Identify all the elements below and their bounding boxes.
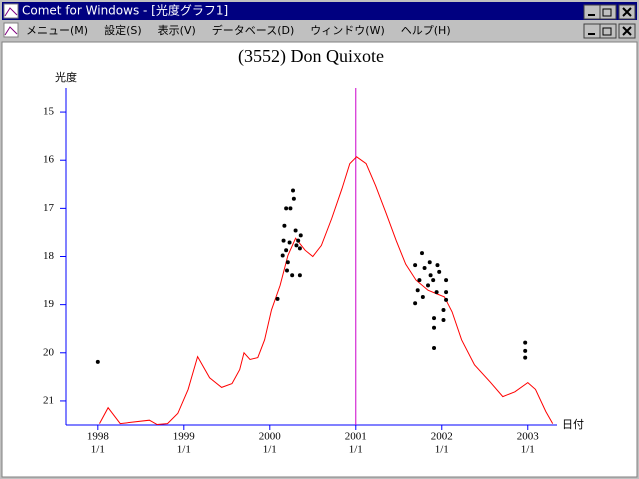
restore-button[interactable] — [599, 4, 617, 20]
observation — [441, 307, 446, 312]
app-icon-glyph — [4, 7, 18, 17]
x-tick-sublabel: 1/1 — [91, 444, 105, 456]
observation — [523, 348, 528, 353]
observation — [285, 260, 290, 265]
observation — [95, 359, 100, 364]
observation — [434, 290, 439, 295]
observation — [280, 253, 285, 258]
observation — [281, 238, 286, 243]
observation — [415, 288, 420, 293]
y-tick-label: 20 — [43, 346, 55, 358]
observation — [444, 278, 449, 283]
observation — [427, 260, 432, 265]
observation — [275, 296, 280, 301]
doc-icon — [3, 22, 19, 38]
observation — [420, 294, 425, 299]
observation — [432, 325, 437, 330]
menu-item[interactable]: データベース(D) — [212, 23, 295, 37]
observation — [435, 263, 440, 268]
y-tick-label: 19 — [43, 298, 55, 310]
x-tick-label: 1998 — [87, 431, 110, 443]
doc-restore-button[interactable] — [599, 23, 617, 39]
x-tick-label: 2002 — [431, 431, 453, 443]
title-bar — [2, 2, 637, 20]
x-tick-label: 2000 — [259, 431, 282, 443]
minimize-button[interactable] — [583, 4, 601, 20]
y-axis-label: 光度 — [55, 70, 77, 84]
observation — [441, 318, 446, 323]
observation — [426, 283, 431, 288]
doc-buttons — [583, 23, 636, 39]
observation — [413, 263, 418, 268]
chart-area — [1, 41, 638, 478]
observation — [431, 278, 436, 283]
menu-item[interactable]: ヘルプ(H) — [401, 24, 451, 37]
title-buttons — [583, 4, 636, 20]
doc-icon-glyph — [4, 26, 18, 36]
observation — [291, 188, 296, 193]
observation — [294, 243, 299, 248]
x-tick-sublabel: 1/1 — [177, 444, 191, 456]
menu-bar — [2, 21, 637, 40]
observation — [523, 340, 528, 345]
observation — [288, 206, 293, 211]
x-tick-sublabel: 1/1 — [349, 444, 363, 456]
observation — [298, 233, 303, 238]
x-tick-sublabel: 1/1 — [521, 444, 535, 456]
y-tick-label: 18 — [43, 250, 55, 262]
observation — [287, 240, 292, 245]
observation — [293, 228, 298, 233]
plot: 1516171819202119981/119991/120001/120011… — [43, 88, 557, 456]
menu-item[interactable]: ウィンドウ(W) — [310, 24, 384, 37]
x-tick-sublabel: 1/1 — [263, 444, 277, 456]
x-axis-label: 日付 — [562, 418, 584, 431]
x-tick-label: 2003 — [517, 431, 540, 443]
observation — [282, 223, 287, 228]
observation — [413, 301, 418, 306]
chart-title: (3552) Don Quixote — [238, 46, 384, 67]
observation — [432, 316, 437, 321]
restore-glyph — [602, 8, 612, 17]
x-tick-label: 1999 — [173, 431, 196, 443]
observation — [422, 266, 427, 271]
observation — [284, 206, 289, 211]
observation — [444, 297, 449, 302]
y-tick-label: 16 — [43, 154, 55, 166]
window-title: Comet for Windows - [光度グラフ1] — [22, 3, 228, 18]
observation — [284, 248, 289, 253]
model-curve — [99, 156, 554, 426]
menu-items: メニュー(M) 設定(S) 表示(V) データベース(D) ウィンドウ(W) ヘルプ(H) — [26, 23, 451, 37]
y-tick-label: 17 — [43, 202, 55, 214]
app-icon — [3, 3, 19, 19]
menu-item[interactable]: 設定(S) — [104, 23, 142, 37]
observation — [437, 269, 442, 274]
x-tick-sublabel: 1/1 — [435, 444, 449, 456]
doc-minimize-button[interactable] — [583, 23, 601, 39]
observation — [428, 273, 433, 278]
close-glyph — [622, 7, 632, 17]
observation — [296, 238, 301, 243]
menu-item[interactable]: メニュー(M) — [26, 24, 88, 37]
observation — [444, 290, 449, 295]
doc-close-glyph — [622, 26, 632, 36]
observation — [417, 278, 422, 283]
menu-item[interactable]: 表示(V) — [158, 23, 196, 37]
observation — [297, 273, 302, 278]
observation — [523, 355, 528, 360]
observation — [419, 251, 424, 256]
observation — [284, 268, 289, 273]
x-tick-label: 2001 — [345, 431, 367, 443]
doc-restore-glyph — [602, 27, 612, 36]
observation — [291, 196, 296, 201]
observation — [297, 246, 302, 251]
observation — [432, 345, 437, 350]
y-tick-label: 15 — [43, 106, 55, 118]
y-tick-label: 21 — [43, 394, 54, 406]
observation — [290, 273, 295, 278]
